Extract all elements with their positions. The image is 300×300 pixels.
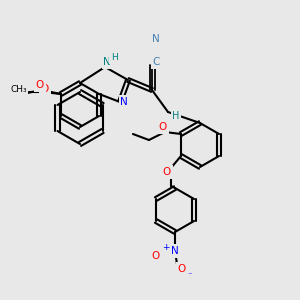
Text: H: H: [111, 53, 117, 62]
Text: N: N: [152, 34, 160, 44]
Text: N: N: [171, 246, 179, 256]
Text: O: O: [41, 84, 49, 94]
Text: N: N: [103, 57, 111, 67]
Text: +: +: [162, 242, 170, 251]
Text: CH₃: CH₃: [10, 85, 27, 94]
Text: O: O: [151, 251, 159, 261]
Text: O: O: [163, 167, 171, 177]
Text: N: N: [120, 97, 128, 107]
Text: ⁻: ⁻: [188, 272, 192, 280]
Text: H: H: [172, 111, 180, 121]
Text: O: O: [36, 80, 44, 90]
Text: O: O: [178, 264, 186, 274]
Text: O: O: [159, 122, 167, 132]
Text: C: C: [152, 57, 160, 67]
